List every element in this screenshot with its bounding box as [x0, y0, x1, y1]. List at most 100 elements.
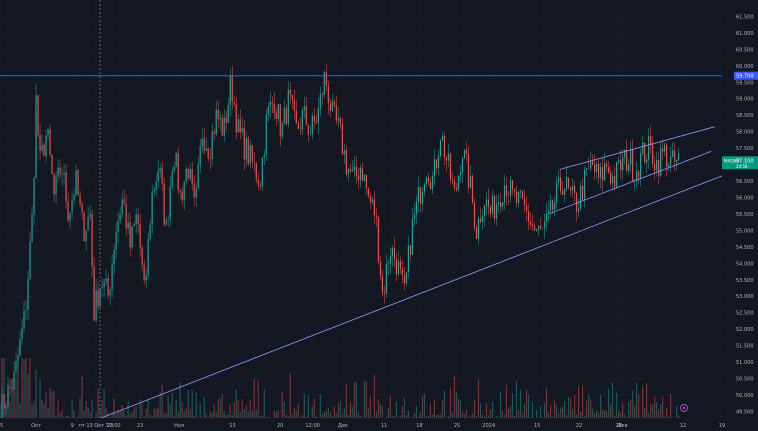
candle-body — [513, 189, 516, 192]
candle — [59, 159, 61, 179]
candle — [571, 178, 574, 198]
candle — [255, 161, 257, 184]
candle-body — [499, 202, 502, 207]
candle-body — [241, 128, 243, 133]
candle-body — [588, 168, 590, 169]
candle — [469, 165, 472, 189]
candle — [257, 172, 259, 191]
x-tick-label: Окт — [31, 423, 41, 429]
volume-bar — [287, 416, 289, 418]
candle-body — [5, 406, 7, 409]
candle-body — [267, 106, 269, 116]
candle — [411, 207, 413, 255]
candle — [5, 403, 7, 416]
volume-bar — [577, 386, 580, 418]
candle-body — [471, 176, 474, 203]
volume-bar — [351, 406, 353, 418]
candle-body — [83, 212, 85, 242]
volume-bar — [211, 412, 213, 418]
candle-body — [233, 101, 235, 105]
volume-bar — [181, 401, 183, 418]
candle-body — [1, 394, 3, 427]
volume-bar — [33, 401, 35, 418]
volume-bar — [191, 390, 193, 418]
drawing-lines[interactable] — [0, 75, 752, 419]
volume-bar — [588, 394, 590, 418]
candle-body — [239, 119, 241, 133]
candle-body — [636, 171, 638, 181]
price-axis[interactable]: 61.500 61.000 60.500 60.000 59.500 59.000 58.5… — [722, 0, 758, 431]
candle-body — [475, 227, 478, 239]
volume-bar — [205, 413, 207, 418]
candle — [259, 181, 261, 190]
candle-body — [29, 241, 31, 279]
candle — [610, 165, 612, 187]
candle-body — [201, 138, 203, 147]
volume-bar — [115, 412, 117, 418]
volume-bar — [95, 412, 97, 418]
candle-body — [39, 135, 41, 151]
candle — [375, 207, 377, 228]
candle-body — [573, 185, 576, 193]
volume-bar — [65, 416, 67, 418]
volume-bar — [117, 409, 119, 418]
volume-bar — [61, 410, 63, 418]
volume-bar — [285, 414, 287, 418]
candle-body — [519, 191, 522, 193]
candle — [239, 109, 241, 140]
y-tick-label: 56.500 — [736, 179, 754, 185]
volume-bar — [139, 400, 141, 418]
candle — [97, 282, 99, 312]
candle-body — [409, 245, 411, 255]
volume-bar — [664, 416, 666, 418]
volume-bar — [457, 398, 460, 418]
candle-body — [511, 180, 514, 190]
volume-bar — [654, 396, 656, 418]
candle-body — [119, 214, 121, 221]
candle-body — [203, 138, 205, 151]
candle-body — [503, 185, 506, 203]
volume-bar — [620, 412, 622, 418]
candle — [531, 214, 534, 231]
x-tick-label: 20 — [277, 423, 283, 429]
candle — [219, 111, 221, 131]
candle-body — [567, 177, 570, 188]
candle-body — [650, 135, 652, 145]
candle — [65, 164, 67, 209]
candle-body — [604, 163, 606, 181]
candle-body — [533, 226, 536, 231]
y-tick-label: 61.000 — [736, 31, 754, 37]
volume-bar — [395, 401, 397, 418]
candle — [69, 212, 71, 230]
volume-bar — [423, 393, 426, 418]
volume-bar — [23, 358, 25, 418]
candle — [519, 189, 522, 199]
volume-bar — [535, 410, 538, 418]
candle — [437, 149, 440, 176]
candle — [565, 166, 568, 192]
volume-bar — [650, 403, 652, 418]
candle — [25, 300, 27, 320]
candle — [309, 125, 311, 136]
volume-bar — [437, 414, 440, 418]
candle — [13, 361, 15, 390]
volume-bar — [55, 415, 57, 418]
volume-bar — [598, 412, 600, 418]
candle — [487, 188, 490, 215]
candle — [105, 269, 107, 286]
candle-body — [449, 153, 452, 180]
volume-bar — [119, 411, 121, 418]
settings-icon[interactable] — [680, 404, 688, 412]
candle-body — [89, 214, 91, 218]
volume-bar — [624, 414, 626, 418]
candle — [642, 135, 644, 157]
candle-body — [447, 153, 450, 161]
candle — [646, 154, 648, 174]
volume-bar — [43, 403, 45, 418]
volume-bar — [257, 380, 259, 418]
candle-body — [91, 214, 93, 267]
candle — [159, 164, 161, 178]
volume-bar — [151, 415, 153, 418]
